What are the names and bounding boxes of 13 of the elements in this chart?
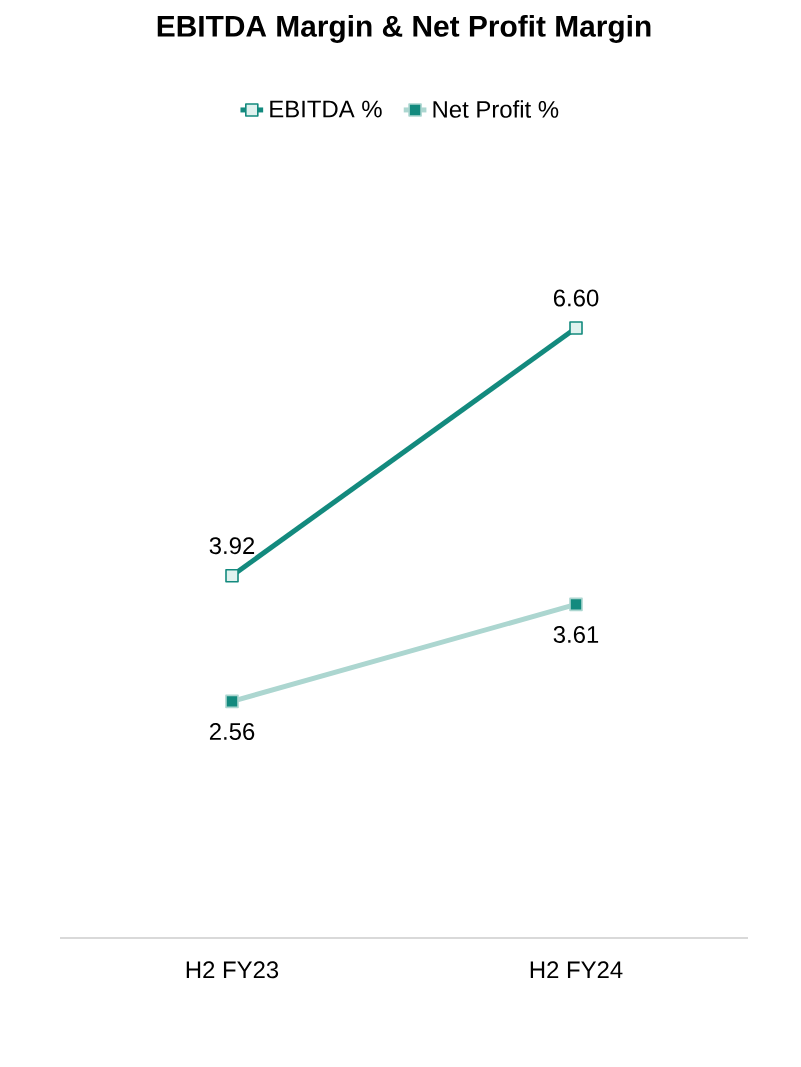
chart-title: EBITDA Margin & Net Profit Margin xyxy=(157,14,651,43)
point xyxy=(225,568,239,583)
x-tick-label: H2 FY23 xyxy=(186,961,279,979)
legend-label: Net Profit % xyxy=(433,100,559,118)
point xyxy=(225,694,239,709)
point xyxy=(569,597,583,612)
x-tick-label: H2 FY24 xyxy=(530,961,623,979)
data-label: 3.61 xyxy=(553,625,599,643)
data-label: 3.92 xyxy=(209,537,255,555)
point xyxy=(569,321,583,335)
legend-label: EBITDA % xyxy=(270,100,382,118)
data-label: 6.60 xyxy=(553,289,599,307)
data-label: 2.56 xyxy=(209,723,255,740)
